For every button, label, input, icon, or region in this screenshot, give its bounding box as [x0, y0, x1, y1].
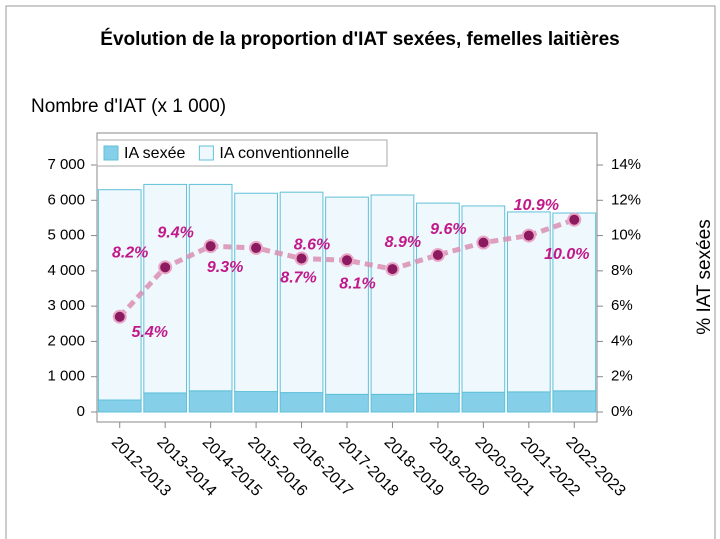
- data-label: 8.9%: [385, 234, 421, 251]
- y-axis-label: Nombre d'IAT (x 1 000): [31, 96, 226, 117]
- y-tick-label: 7 000: [47, 156, 85, 173]
- bar-segment: [188, 183, 233, 392]
- frame: [5, 5, 716, 539]
- y2-tick-label: 0%: [611, 403, 633, 420]
- bar-segment: [370, 194, 415, 395]
- point: [521, 228, 536, 243]
- data-label: 9.6%: [430, 221, 466, 238]
- y2-tick-label: 14%: [611, 156, 641, 173]
- bar-segment: [97, 399, 142, 413]
- y-tick-label: 6 000: [47, 191, 85, 208]
- bar-segment: [279, 392, 324, 413]
- y-tick-label: 3 000: [47, 297, 85, 314]
- point: [476, 235, 491, 250]
- point: [385, 262, 400, 277]
- legend-swatch: [103, 145, 119, 161]
- bar-segment: [234, 192, 278, 393]
- data-label: 9.4%: [157, 224, 193, 241]
- chart-title: Évolution de la proportion d'IAT sexées,…: [100, 29, 620, 50]
- bar-segment: [416, 392, 460, 413]
- y2-tick-label: 2%: [611, 368, 633, 385]
- bar-segment: [97, 189, 142, 401]
- bar-segment: [461, 391, 506, 413]
- bar-segment: [461, 205, 506, 393]
- y2-tick-label: 10%: [611, 227, 641, 244]
- bar-segment: [325, 393, 369, 413]
- y-tick-label: 2 000: [47, 332, 85, 349]
- y2-tick-label: 4%: [611, 332, 633, 349]
- bar-segment: [143, 392, 188, 413]
- y2-tick-label: 6%: [611, 297, 633, 314]
- bar-segment: [506, 391, 551, 413]
- point: [567, 212, 582, 227]
- bar-segment: [188, 390, 233, 413]
- y-tick-label: 1 000: [47, 368, 85, 385]
- bar-segment: [416, 202, 460, 394]
- legend-label: IA sexée: [124, 145, 185, 162]
- bar-segment: [279, 191, 324, 394]
- y2-tick-label: 8%: [611, 262, 633, 279]
- bar-segment: [325, 196, 369, 395]
- data-label: 9.3%: [207, 259, 243, 276]
- data-label: 8.1%: [339, 275, 375, 292]
- y2-axis-label: % IAT sexées: [694, 219, 715, 334]
- legend-swatch: [198, 145, 214, 161]
- bar-segment: [552, 390, 597, 413]
- bar-segment: [552, 212, 597, 392]
- data-label: 8.2%: [112, 245, 148, 262]
- y-tick-label: 5 000: [47, 227, 85, 244]
- y-tick-label: 0: [77, 403, 85, 420]
- bar-segment: [234, 391, 278, 413]
- y-tick-label: 4 000: [47, 262, 85, 279]
- point: [430, 247, 445, 262]
- point: [158, 260, 173, 275]
- legend-box: [96, 139, 388, 167]
- point: [340, 253, 354, 268]
- bar-segment: [370, 393, 415, 413]
- point: [203, 239, 218, 254]
- legend-label: IA conventionnelle: [219, 145, 349, 162]
- data-label: 10.9%: [514, 197, 559, 214]
- point: [294, 251, 309, 266]
- point: [249, 240, 264, 255]
- bar-segment: [143, 183, 188, 394]
- data-label: 5.4%: [131, 324, 167, 341]
- data-label: 8.7%: [280, 270, 316, 287]
- data-label: 8.6%: [294, 236, 330, 253]
- data-label: 10.0%: [544, 246, 589, 263]
- y2-tick-label: 12%: [611, 191, 641, 208]
- point: [112, 309, 127, 324]
